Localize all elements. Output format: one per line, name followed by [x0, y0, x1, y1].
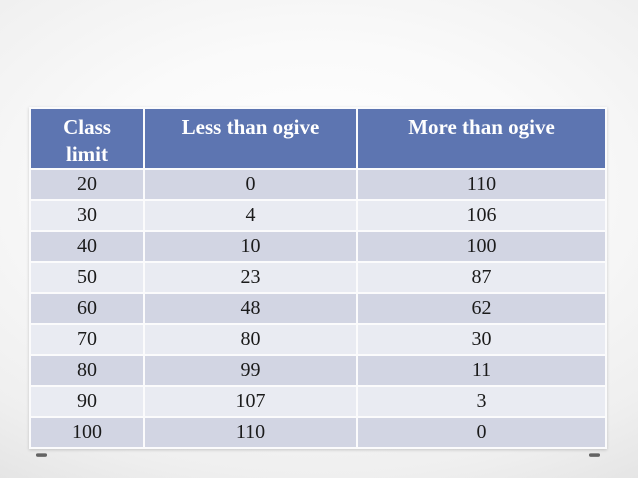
cell-more-than: 106 — [358, 201, 605, 230]
header-cell-class-limit: Class limit — [31, 109, 143, 168]
table-row: 100 110 0 — [31, 418, 605, 447]
cell-class-limit: 40 — [31, 232, 143, 261]
cell-more-than: 0 — [358, 418, 605, 447]
cell-more-than: 11 — [358, 356, 605, 385]
cell-class-limit: 70 — [31, 325, 143, 354]
cell-less-than: 0 — [145, 170, 356, 199]
cell-less-than: 4 — [145, 201, 356, 230]
bottom-right-marker — [589, 453, 600, 457]
header-cell-more-than-ogive: More than ogive — [358, 109, 605, 168]
table-row: 80 99 11 — [31, 356, 605, 385]
cell-class-limit: 90 — [31, 387, 143, 416]
cell-more-than: 100 — [358, 232, 605, 261]
header-row: Class limit Less than ogive More than og… — [31, 109, 605, 168]
table-row: 60 48 62 — [31, 294, 605, 323]
ogive-table: Class limit Less than ogive More than og… — [29, 107, 607, 449]
cell-less-than: 10 — [145, 232, 356, 261]
table-row: 30 4 106 — [31, 201, 605, 230]
cell-class-limit: 50 — [31, 263, 143, 292]
header-cell-less-than-ogive: Less than ogive — [145, 109, 356, 168]
cell-less-than: 99 — [145, 356, 356, 385]
cell-more-than: 87 — [358, 263, 605, 292]
table-row: 20 0 110 — [31, 170, 605, 199]
cell-more-than: 30 — [358, 325, 605, 354]
table-row: 90 107 3 — [31, 387, 605, 416]
cell-less-than: 110 — [145, 418, 356, 447]
cell-class-limit: 80 — [31, 356, 143, 385]
cell-less-than: 80 — [145, 325, 356, 354]
cell-class-limit: 30 — [31, 201, 143, 230]
cell-more-than: 110 — [358, 170, 605, 199]
bottom-left-marker — [36, 453, 47, 457]
cell-class-limit: 100 — [31, 418, 143, 447]
table-row: 70 80 30 — [31, 325, 605, 354]
cell-more-than: 3 — [358, 387, 605, 416]
cell-more-than: 62 — [358, 294, 605, 323]
table-row: 50 23 87 — [31, 263, 605, 292]
table-row: 40 10 100 — [31, 232, 605, 261]
cell-less-than: 107 — [145, 387, 356, 416]
cell-class-limit: 20 — [31, 170, 143, 199]
cell-less-than: 23 — [145, 263, 356, 292]
cell-less-than: 48 — [145, 294, 356, 323]
cell-class-limit: 60 — [31, 294, 143, 323]
